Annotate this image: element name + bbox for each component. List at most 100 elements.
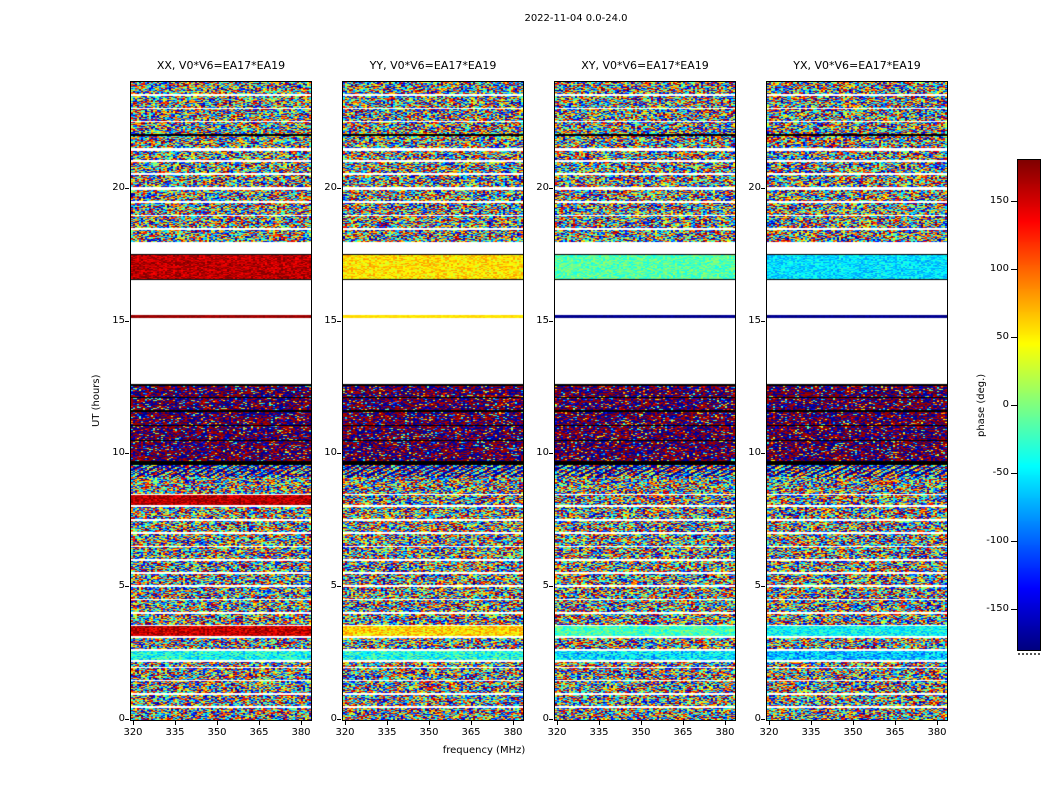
colorbar-tick-mark	[1011, 337, 1017, 338]
x-tick-mark	[811, 721, 812, 725]
y-tick-label: 20	[536, 182, 549, 193]
y-tick-mark	[125, 719, 129, 720]
y-tick-mark	[337, 719, 341, 720]
y-tick-mark	[549, 321, 553, 322]
axes-frame-yx	[766, 81, 948, 721]
colorbar-tick-label: 50	[996, 331, 1009, 342]
y-tick-label: 15	[112, 315, 125, 326]
y-tick-mark	[549, 586, 553, 587]
figure-title: 2022-11-04 0.0-24.0	[524, 13, 628, 24]
y-tick-label: 20	[112, 182, 125, 193]
x-tick-mark	[471, 721, 472, 725]
y-tick-mark	[761, 719, 765, 720]
y-tick-label: 10	[536, 447, 549, 458]
y-tick-mark	[337, 586, 341, 587]
y-tick-mark	[761, 453, 765, 454]
x-tick-mark	[853, 721, 854, 725]
panel-xy: XY, V0*V6=EA17*EA19	[554, 59, 736, 721]
colorbar-frame	[1017, 159, 1041, 651]
x-tick-mark	[387, 721, 388, 725]
colorbar-tick-label: 0	[1002, 399, 1009, 410]
y-tick-mark	[125, 586, 129, 587]
x-tick-label: 350	[843, 727, 863, 738]
panel-yx: YX, V0*V6=EA17*EA19	[766, 59, 948, 721]
axes-frame-yy	[342, 81, 524, 721]
heatmap-canvas-yy	[343, 82, 523, 720]
x-tick-label: 350	[207, 727, 227, 738]
y-tick-label: 0	[118, 713, 125, 724]
x-tick-mark	[345, 721, 346, 725]
x-tick-label: 320	[759, 727, 779, 738]
panel-yy: YY, V0*V6=EA17*EA19	[342, 59, 524, 721]
x-tick-label: 365	[249, 727, 269, 738]
x-tick-mark	[513, 721, 514, 725]
y-tick-mark	[125, 321, 129, 322]
y-tick-mark	[125, 188, 129, 189]
colorbar-extend-dots	[1018, 653, 1040, 655]
x-tick-label: 380	[291, 727, 311, 738]
axes-frame-xx	[130, 81, 312, 721]
colorbar-tick-mark	[1011, 405, 1017, 406]
heatmap-canvas-yx	[767, 82, 947, 720]
x-tick-mark	[217, 721, 218, 725]
panel-title-yx: YX, V0*V6=EA17*EA19	[793, 59, 921, 72]
y-tick-label: 15	[536, 315, 549, 326]
y-tick-label: 0	[330, 713, 337, 724]
x-tick-mark	[301, 721, 302, 725]
x-tick-mark	[683, 721, 684, 725]
x-tick-label: 365	[461, 727, 481, 738]
colorbar-tick-label: -150	[986, 603, 1009, 614]
x-tick-mark	[769, 721, 770, 725]
colorbar-tick-mark	[1011, 473, 1017, 474]
colorbar-tick-mark	[1011, 201, 1017, 202]
x-tick-mark	[937, 721, 938, 725]
x-tick-label: 320	[335, 727, 355, 738]
panel-title-xx: XX, V0*V6=EA17*EA19	[156, 59, 286, 72]
y-tick-label: 5	[542, 580, 549, 591]
panel-title-xy: XY, V0*V6=EA17*EA19	[581, 59, 709, 72]
colorbar-tick-label: 150	[989, 195, 1009, 206]
x-tick-mark	[725, 721, 726, 725]
y-tick-mark	[761, 586, 765, 587]
heatmap-canvas-xx	[131, 82, 311, 720]
x-tick-label: 335	[165, 727, 185, 738]
y-tick-label: 20	[324, 182, 337, 193]
y-tick-label: 15	[748, 315, 761, 326]
y-tick-label: 20	[748, 182, 761, 193]
y-tick-label: 0	[542, 713, 549, 724]
y-axis-label: UT (hours)	[91, 374, 102, 428]
colorbar-tick-mark	[1011, 609, 1017, 610]
x-tick-label: 380	[503, 727, 523, 738]
colorbar-tick-label: -50	[992, 467, 1009, 478]
heatmap-canvas-xy	[555, 82, 735, 720]
y-tick-mark	[337, 188, 341, 189]
x-tick-label: 335	[377, 727, 397, 738]
x-tick-mark	[429, 721, 430, 725]
x-tick-label: 350	[419, 727, 439, 738]
x-tick-mark	[641, 721, 642, 725]
x-tick-label: 335	[589, 727, 609, 738]
y-tick-label: 15	[324, 315, 337, 326]
x-tick-label: 380	[715, 727, 735, 738]
colorbar-canvas	[1018, 160, 1040, 650]
colorbar-tick-mark	[1011, 541, 1017, 542]
x-tick-label: 365	[673, 727, 693, 738]
y-tick-mark	[125, 453, 129, 454]
colorbar-tick-label: 100	[989, 263, 1009, 274]
panel-title-yy: YY, V0*V6=EA17*EA19	[369, 59, 497, 72]
x-tick-label: 320	[547, 727, 567, 738]
y-tick-label: 5	[330, 580, 337, 591]
x-tick-mark	[895, 721, 896, 725]
y-tick-mark	[549, 188, 553, 189]
y-tick-label: 5	[754, 580, 761, 591]
x-tick-mark	[259, 721, 260, 725]
axes-frame-xy	[554, 81, 736, 721]
y-tick-mark	[761, 321, 765, 322]
y-tick-label: 10	[112, 447, 125, 458]
colorbar-tick-label: -100	[986, 535, 1009, 546]
x-tick-label: 335	[801, 727, 821, 738]
y-tick-mark	[337, 453, 341, 454]
y-tick-mark	[337, 321, 341, 322]
y-tick-label: 5	[118, 580, 125, 591]
